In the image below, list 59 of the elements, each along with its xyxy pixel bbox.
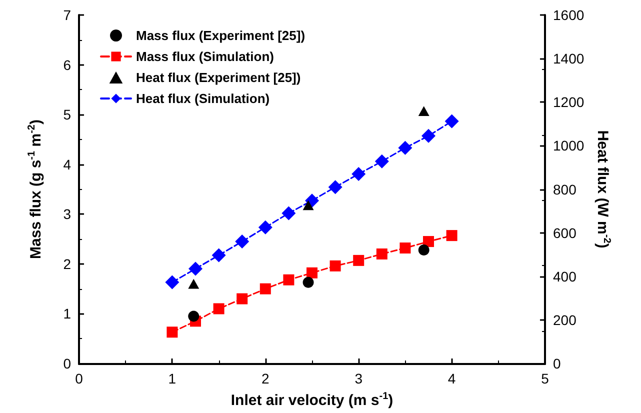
legend-label: Heat flux (Experiment [25])	[136, 70, 301, 85]
y2-tick-label: 1400	[553, 50, 584, 67]
point	[188, 310, 200, 322]
y2-tick-label: 1000	[553, 138, 584, 154]
legend-label: Mass flux (Experiment [25])	[136, 28, 306, 43]
y-tick-label: 6	[63, 56, 72, 73]
point	[400, 242, 411, 254]
point	[398, 140, 412, 155]
point	[444, 114, 459, 128]
y-tick-label: 2	[63, 256, 72, 272]
point	[422, 128, 436, 143]
x-tick-label: 2	[262, 370, 270, 386]
point	[236, 293, 248, 304]
point	[446, 230, 458, 242]
point	[423, 236, 434, 248]
y2-tick-label: 600	[553, 224, 577, 241]
point	[188, 262, 202, 276]
point	[353, 254, 364, 266]
point	[166, 326, 178, 338]
point	[283, 274, 294, 286]
point	[258, 220, 272, 234]
point	[302, 276, 314, 288]
x-tick-label: 1	[168, 370, 176, 386]
y2-axis-title: Heat flux (W m-2)	[594, 130, 612, 248]
y-tick-label: 1	[63, 306, 72, 322]
point	[282, 206, 296, 220]
y2-tick-label: 800	[553, 181, 577, 198]
y-axis-title: Mass flux (g s-1 m-2)	[26, 120, 44, 259]
point	[165, 275, 180, 290]
y2-tick-label: 0	[553, 356, 561, 372]
y2-tick-label: 1600	[553, 7, 584, 23]
point	[213, 303, 224, 314]
point	[260, 283, 271, 294]
y2-tick-label: 1200	[553, 94, 584, 110]
x-tick-label: 4	[448, 370, 456, 386]
y-tick-label: 7	[63, 7, 72, 23]
point	[418, 106, 430, 116]
point	[376, 248, 388, 260]
legend-label: Mass flux (Simulation)	[136, 49, 274, 64]
point	[418, 244, 430, 256]
point	[330, 260, 341, 272]
point	[352, 167, 366, 182]
y-tick-label: 5	[63, 106, 72, 123]
y2-tick-label: 200	[553, 312, 577, 328]
point	[235, 234, 250, 249]
point	[212, 248, 226, 262]
x-tick-label: 3	[354, 370, 363, 386]
y-tick-label: 3	[63, 206, 72, 222]
x-tick-label: 0	[75, 370, 84, 386]
legend-label: Heat flux (Simulation)	[136, 91, 270, 106]
x-tick-label: 5	[541, 370, 550, 386]
point	[188, 278, 200, 289]
point	[306, 267, 318, 278]
point	[374, 154, 389, 168]
point	[328, 180, 342, 194]
y2-tick-label: 400	[553, 268, 577, 284]
y-tick-label: 4	[63, 156, 72, 172]
y-tick-label: 0	[63, 356, 72, 372]
point	[302, 200, 314, 210]
